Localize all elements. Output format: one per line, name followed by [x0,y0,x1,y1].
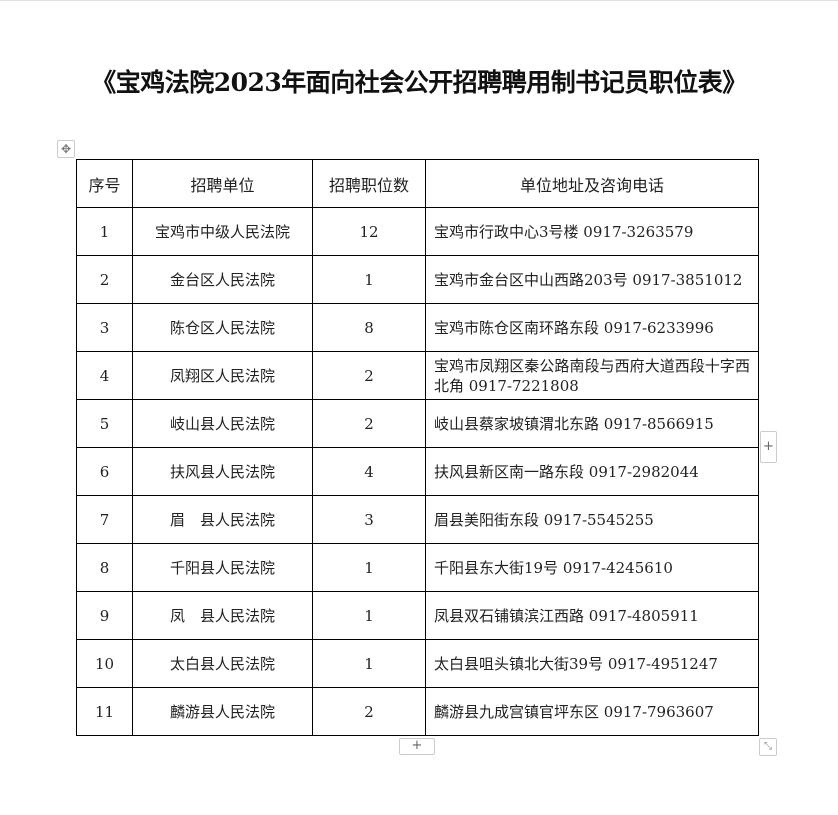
add-column-button[interactable]: + [760,431,777,463]
cell-count[interactable]: 1 [312,639,426,688]
cell-unit[interactable]: 凤 县人民法院 [132,591,313,640]
add-row-button[interactable]: + [399,738,435,755]
table-row: 6 扶风县人民法院 4 扶风县新区南一路东段 0917-2982044 [76,447,759,496]
table-row: 2 金台区人民法院 1 宝鸡市金台区中山西路203号 0917-3851012 [76,255,759,304]
cell-count[interactable]: 2 [312,687,426,736]
cell-unit[interactable]: 金台区人民法院 [132,255,313,304]
cell-index[interactable]: 8 [76,543,133,592]
header-unit: 招聘单位 [132,159,313,208]
table-row: 3 陈仓区人民法院 8 宝鸡市陈仓区南环路东段 0917-6233996 [76,303,759,352]
cell-count[interactable]: 8 [312,303,426,352]
cell-address[interactable]: 眉县美阳街东段 0917-5545255 [425,495,759,544]
cell-count[interactable]: 1 [312,255,426,304]
cell-index[interactable]: 11 [76,687,133,736]
table-row: 8 千阳县人民法院 1 千阳县东大街19号 0917-4245610 [76,543,759,592]
cell-address[interactable]: 千阳县东大街19号 0917-4245610 [425,543,759,592]
cell-address[interactable]: 宝鸡市行政中心3号楼 0917-3263579 [425,207,759,256]
cell-index[interactable]: 3 [76,303,133,352]
table-row: 11 麟游县人民法院 2 麟游县九成宫镇官坪东区 0917-7963607 [76,687,759,736]
cell-unit[interactable]: 太白县人民法院 [132,639,313,688]
cell-unit[interactable]: 凤翔区人民法院 [132,351,313,400]
cell-unit[interactable]: 扶风县人民法院 [132,447,313,496]
header-address: 单位地址及咨询电话 [425,159,759,208]
header-count: 招聘职位数 [312,159,426,208]
cell-unit[interactable]: 岐山县人民法院 [132,399,313,448]
cell-index[interactable]: 2 [76,255,133,304]
cell-count[interactable]: 2 [312,351,426,400]
cell-index[interactable]: 6 [76,447,133,496]
cell-unit[interactable]: 陈仓区人民法院 [132,303,313,352]
cell-index[interactable]: 10 [76,639,133,688]
cell-unit[interactable]: 千阳县人民法院 [132,543,313,592]
cell-unit[interactable]: 麟游县人民法院 [132,687,313,736]
table-row: 10 太白县人民法院 1 太白县咀头镇北大街39号 0917-4951247 [76,639,759,688]
cell-address[interactable]: 凤县双石铺镇滨江西路 0917-4805911 [425,591,759,640]
cell-index[interactable]: 5 [76,399,133,448]
cell-count[interactable]: 1 [312,591,426,640]
cell-unit[interactable]: 眉 县人民法院 [132,495,313,544]
cell-index[interactable]: 1 [76,207,133,256]
cell-address[interactable]: 太白县咀头镇北大街39号 0917-4951247 [425,639,759,688]
cell-count[interactable]: 1 [312,543,426,592]
table-move-handle-icon[interactable]: ✥ [57,140,75,158]
positions-table: 序号 招聘单位 招聘职位数 单位地址及咨询电话 1 宝鸡市中级人民法院 12 宝鸡市行… [76,159,759,736]
table-header-row: 序号 招聘单位 招聘职位数 单位地址及咨询电话 [76,159,759,208]
cell-count[interactable]: 12 [312,207,426,256]
cell-address[interactable]: 宝鸡市金台区中山西路203号 0917-3851012 [425,255,759,304]
document-title: 《宝鸡法院2023年面向社会公开招聘聘用制书记员职位表》 [91,68,747,97]
table-row: 5 岐山县人民法院 2 岐山县蔡家坡镇渭北东路 0917-8566915 [76,399,759,448]
cell-index[interactable]: 4 [76,351,133,400]
cell-index[interactable]: 9 [76,591,133,640]
table-row: 1 宝鸡市中级人民法院 12 宝鸡市行政中心3号楼 0917-3263579 [76,207,759,256]
cell-address[interactable]: 扶风县新区南一路东段 0917-2982044 [425,447,759,496]
table-resize-icon[interactable]: ⤡ [759,738,777,756]
cell-address[interactable]: 宝鸡市凤翔区秦公路南段与西府大道西段十字西北角 0917-7221808 [425,351,759,400]
cell-count[interactable]: 2 [312,399,426,448]
cell-count[interactable]: 4 [312,447,426,496]
cell-address[interactable]: 岐山县蔡家坡镇渭北东路 0917-8566915 [425,399,759,448]
cell-address[interactable]: 麟游县九成宫镇官坪东区 0917-7963607 [425,687,759,736]
cell-count[interactable]: 3 [312,495,426,544]
cell-unit[interactable]: 宝鸡市中级人民法院 [132,207,313,256]
cell-index[interactable]: 7 [76,495,133,544]
header-index: 序号 [76,159,133,208]
table-row: 4 凤翔区人民法院 2 宝鸡市凤翔区秦公路南段与西府大道西段十字西北角 0917-72… [76,351,759,400]
cell-address[interactable]: 宝鸡市陈仓区南环路东段 0917-6233996 [425,303,759,352]
page-top-border [0,0,838,1]
